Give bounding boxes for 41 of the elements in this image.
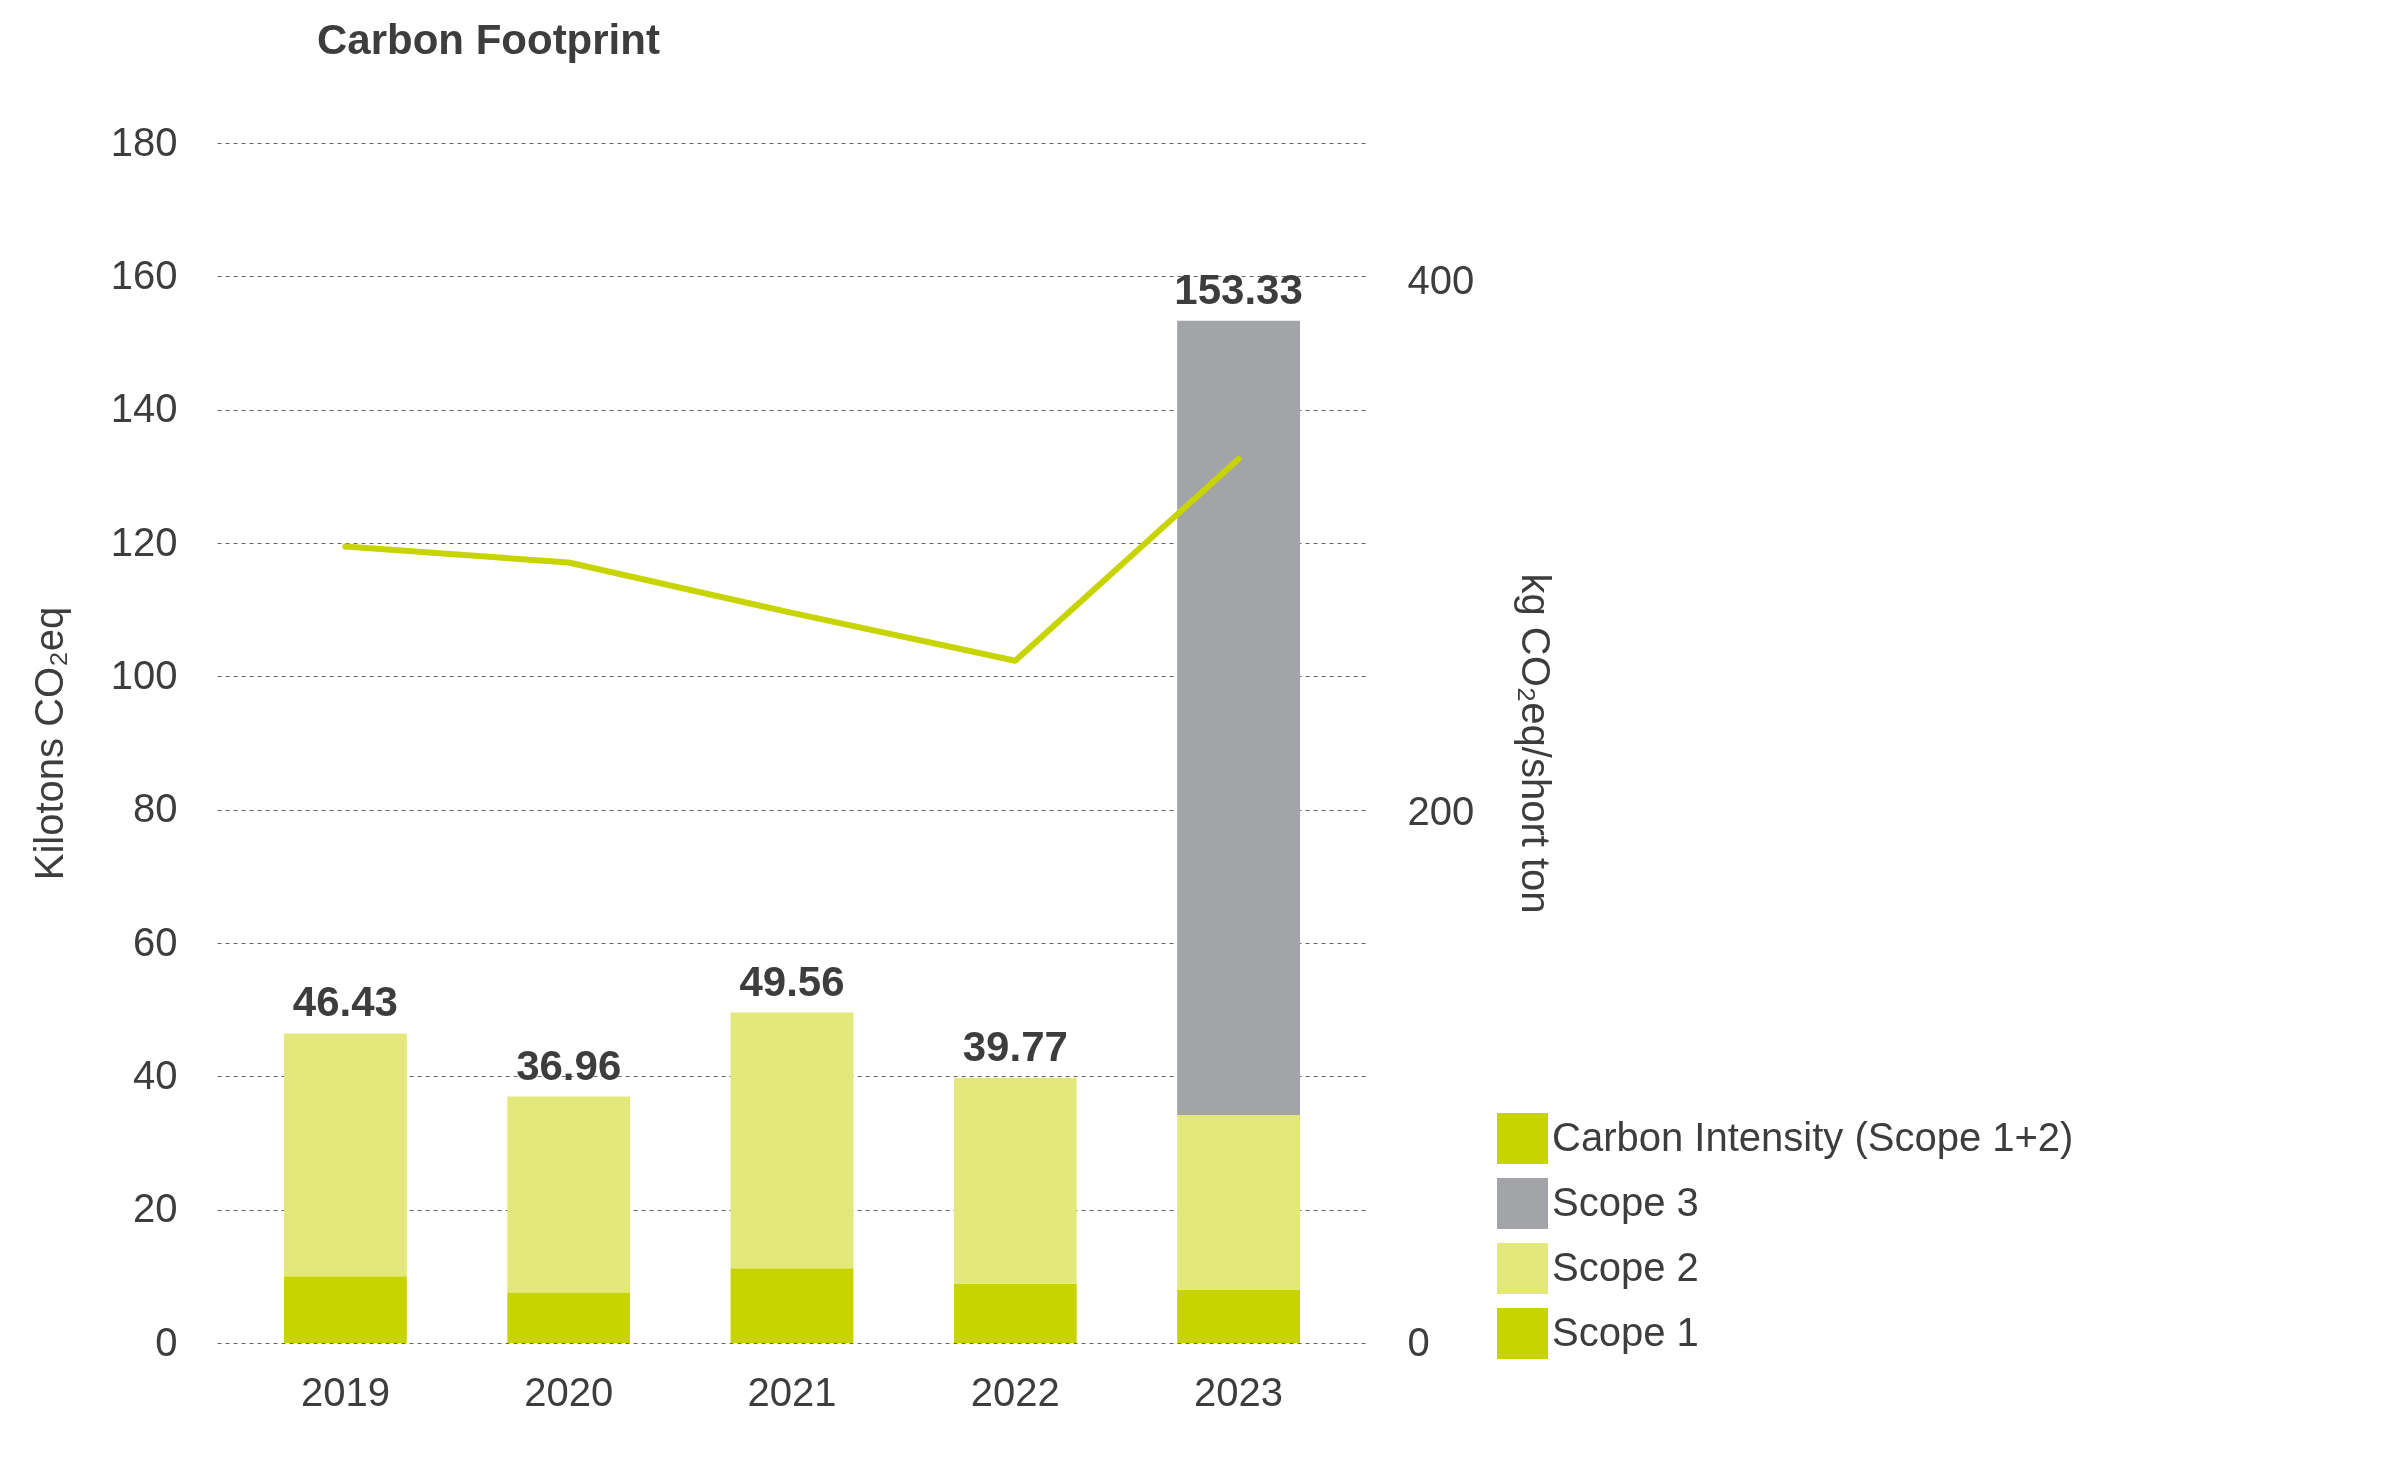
- y-tick-label: 160: [110, 252, 178, 297]
- y-tick-label: 80: [133, 786, 178, 831]
- bar: [283, 1276, 407, 1343]
- bar: [730, 1268, 854, 1343]
- y-tick-label: 100: [110, 652, 178, 697]
- x-tick-label: 2021: [747, 1369, 837, 1414]
- bar: [730, 1012, 854, 1269]
- bar: [507, 1293, 631, 1343]
- y2-tick-label: 0: [1407, 1319, 1430, 1364]
- bar: [1177, 1289, 1301, 1343]
- bar: [507, 1096, 631, 1293]
- y2-tick-label: 400: [1407, 257, 1475, 302]
- legend-label: Scope 3: [1552, 1179, 1699, 1224]
- chart-title: Carbon Footprint: [317, 16, 660, 63]
- total-label: 49.56: [739, 957, 845, 1005]
- bar: [1177, 1115, 1301, 1290]
- x-tick-label: 2020: [524, 1369, 614, 1414]
- bar: [953, 1077, 1077, 1284]
- x-tick-label: 2022: [970, 1369, 1060, 1414]
- bar: [953, 1283, 1077, 1343]
- legend-label: Carbon Intensity (Scope 1+2): [1552, 1114, 2074, 1159]
- y-tick-label: 40: [133, 1052, 178, 1097]
- y-tick-label: 180: [110, 119, 178, 164]
- total-label: 36.96: [516, 1041, 622, 1089]
- y-tick-label: 140: [110, 386, 178, 431]
- x-tick-label: 2023: [1194, 1369, 1284, 1414]
- y-tick-label: 60: [133, 919, 178, 964]
- y2-tick-label: 200: [1407, 788, 1475, 833]
- legend-label: Scope 2: [1552, 1244, 1699, 1289]
- bar: [1177, 320, 1301, 1115]
- y-tick-label: 0: [155, 1319, 178, 1364]
- y-tick-label: 120: [110, 519, 178, 564]
- y2-axis-title: kg CO₂eq/short ton: [1514, 573, 1559, 914]
- y-axis-title: Kilotons CO₂eq: [26, 606, 71, 881]
- bar: [283, 1033, 407, 1277]
- total-label: 153.33: [1174, 265, 1303, 313]
- legend-label: Scope 1: [1552, 1309, 1699, 1354]
- total-label: 46.43: [292, 978, 398, 1026]
- y-tick-label: 20: [133, 1186, 178, 1231]
- x-tick-label: 2019: [300, 1369, 390, 1414]
- total-label: 39.77: [962, 1022, 1068, 1070]
